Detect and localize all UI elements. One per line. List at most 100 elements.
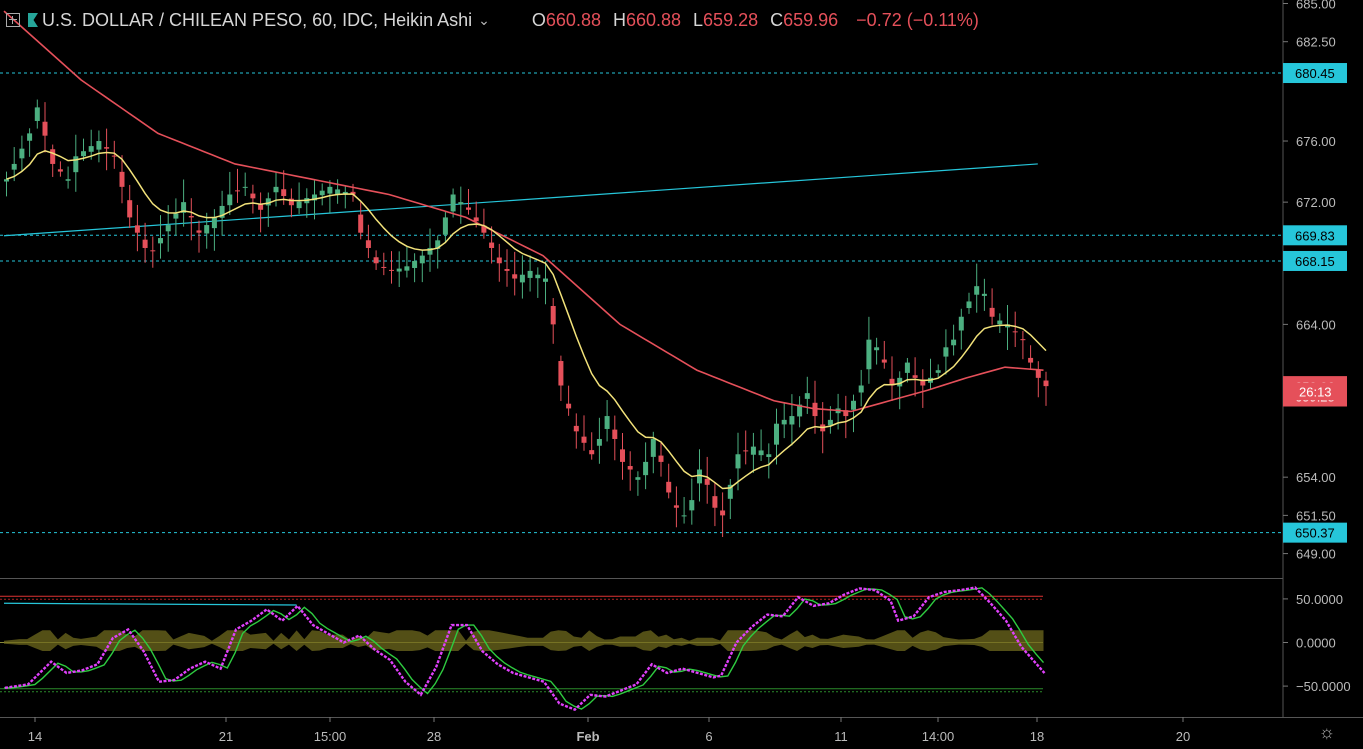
candle (720, 510, 726, 516)
expand-icon[interactable] (6, 13, 20, 27)
candle (466, 207, 471, 210)
candle (358, 214, 364, 233)
low-label: L (693, 9, 704, 30)
candle (735, 454, 741, 469)
fast-ema-line (6, 149, 1047, 490)
candle (11, 163, 17, 170)
candle (211, 217, 217, 229)
candle (689, 500, 695, 511)
candle (727, 484, 733, 499)
candle (235, 190, 240, 192)
candle (365, 240, 371, 248)
candle (412, 260, 418, 268)
candle (481, 225, 487, 233)
close-label: C (770, 9, 784, 30)
level-label: 669.83 (1295, 228, 1335, 243)
settings-gear-icon[interactable]: ☼ (1318, 722, 1336, 742)
countdown-label: 26:13 (1299, 384, 1332, 399)
candle (681, 515, 687, 517)
candle (1028, 357, 1034, 363)
candle (81, 151, 86, 157)
candle (473, 217, 479, 222)
candle (265, 198, 271, 206)
candle (396, 268, 402, 272)
candle (458, 202, 464, 205)
candle (504, 269, 510, 271)
candle (1012, 331, 1018, 333)
candle (1043, 380, 1049, 387)
osc-trendline (3, 602, 297, 606)
candle (111, 155, 117, 157)
candle (158, 238, 163, 244)
price-tick-label: 651.50 (1296, 508, 1336, 523)
candle (997, 320, 1003, 325)
candle (312, 194, 317, 201)
candle (673, 505, 679, 508)
time-tick-label: 18 (1030, 729, 1044, 744)
level-label-box (1283, 522, 1347, 543)
candle (104, 147, 110, 149)
price-tick-label: 685.00 (1296, 0, 1336, 12)
candle (643, 461, 649, 476)
time-tick-label: 15:00 (314, 729, 347, 744)
chevron-down-icon[interactable]: ⌄ (478, 11, 490, 28)
candle (88, 146, 94, 152)
candle (666, 481, 672, 493)
candle (912, 375, 918, 378)
time-tick-label: 11 (834, 729, 848, 744)
candle (712, 496, 718, 508)
candle (512, 274, 518, 279)
candle (781, 419, 787, 425)
candle (519, 274, 525, 283)
candle (73, 156, 79, 173)
chart-header: U.S. DOLLAR / CHILEAN PESO, 60, IDC, Hei… (6, 8, 979, 32)
candle (697, 469, 702, 484)
candle (250, 193, 256, 199)
candle (319, 190, 325, 196)
candle (866, 339, 872, 370)
symbol-title[interactable]: U.S. DOLLAR / CHILEAN PESO, 60, IDC, Hei… (42, 9, 473, 30)
candle (335, 189, 341, 195)
candle (450, 194, 456, 212)
candle (273, 186, 279, 193)
candle (943, 347, 949, 357)
time-tick-label: Feb (576, 729, 599, 744)
candle (550, 306, 556, 325)
candle (342, 191, 348, 195)
flag-icon[interactable] (28, 13, 38, 27)
candle (889, 378, 895, 386)
candle (442, 217, 448, 235)
candle (797, 404, 803, 417)
candle (581, 436, 587, 443)
price-tick-label: 676.00 (1296, 134, 1336, 149)
candle (65, 179, 71, 181)
candle (827, 419, 833, 426)
candle (150, 250, 156, 252)
candle (404, 266, 410, 271)
candle (904, 362, 910, 373)
candle (974, 286, 980, 295)
price-tick-label: 649.00 (1296, 547, 1336, 562)
candle (42, 121, 48, 136)
candle (496, 257, 502, 264)
candle (881, 359, 887, 363)
candle (627, 466, 633, 470)
candle (350, 191, 356, 195)
high-label: H (612, 9, 626, 30)
candle (181, 202, 187, 213)
candle (635, 477, 641, 480)
candle (920, 379, 926, 386)
candle (34, 107, 40, 121)
time-tick-label: 14 (28, 729, 42, 744)
candle (1020, 339, 1026, 341)
candle (958, 316, 964, 331)
candle (858, 385, 864, 393)
candle (196, 230, 202, 233)
level-label: 650.37 (1295, 526, 1335, 541)
candle (750, 446, 756, 455)
candle (812, 402, 818, 417)
price-tick-label: 654.00 (1296, 470, 1336, 485)
candle (435, 240, 441, 249)
candle (96, 141, 102, 150)
